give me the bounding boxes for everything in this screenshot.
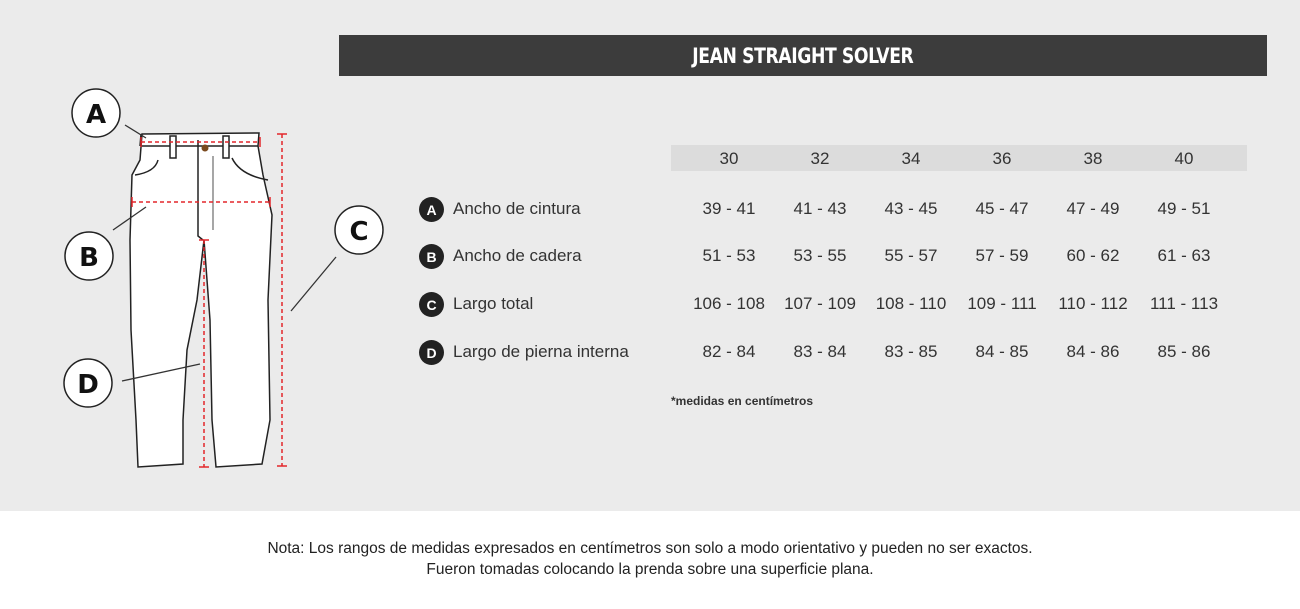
table-cell: 82 - 84 <box>702 342 756 361</box>
table-cell: 49 - 51 <box>1157 199 1211 218</box>
diagram-letter-d: D <box>77 370 99 400</box>
table-cell: 109 - 111 <box>967 294 1037 313</box>
size-header-32: 32 <box>810 149 830 168</box>
table-cell: 53 - 55 <box>793 246 847 265</box>
table-cell: 60 - 62 <box>1066 246 1120 265</box>
row-label: Ancho de cadera <box>453 246 582 265</box>
row-label: Largo de pierna interna <box>453 342 629 361</box>
row-letter-badge: D <box>419 340 444 365</box>
row-letter-badge: C <box>419 292 444 317</box>
table-cell: 83 - 84 <box>793 342 847 361</box>
table-cell: 84 - 86 <box>1066 342 1120 361</box>
jeans-diagram: A B C D <box>63 88 384 468</box>
letter-a-marker <box>71 88 121 138</box>
table-cell: 84 - 85 <box>975 342 1029 361</box>
units-footnote: *medidas en centímetros <box>671 394 814 408</box>
size-header-band <box>671 145 1247 171</box>
table-cell: 39 - 41 <box>702 199 756 218</box>
table-cell: 51 - 53 <box>702 246 756 265</box>
size-header-34: 34 <box>901 149 921 168</box>
table-cell: 110 - 112 <box>1058 294 1128 313</box>
diagram-letter-c: C <box>349 217 368 247</box>
table-cell: 107 - 109 <box>784 294 856 313</box>
row-label: Largo total <box>453 294 534 313</box>
table-cell: 106 - 108 <box>693 294 765 313</box>
diagram-letter-a: A <box>86 100 106 130</box>
table-cell: 111 - 113 <box>1149 294 1219 313</box>
page-title: JEAN STRAIGHT SOLVER <box>339 35 1267 76</box>
table-cell: 47 - 49 <box>1066 199 1120 218</box>
table-cell: 85 - 86 <box>1157 342 1211 361</box>
note-line-2: Fueron tomadas colocando la prenda sobre… <box>426 561 874 578</box>
letter-b-marker <box>64 231 114 281</box>
letter-c-marker <box>334 205 384 255</box>
row-letter-badge: B <box>419 244 444 269</box>
table-cell: 41 - 43 <box>793 199 847 218</box>
diagram-letter-b: B <box>79 243 99 273</box>
table-cell: 43 - 45 <box>884 199 938 218</box>
table-cell: 45 - 47 <box>975 199 1029 218</box>
table-cell: 55 - 57 <box>884 246 938 265</box>
note-line-1: Nota: Los rangos de medidas expresados e… <box>267 540 1033 557</box>
size-header-38: 38 <box>1083 149 1103 168</box>
table-cell: 61 - 63 <box>1157 246 1211 265</box>
letter-d-marker <box>63 358 113 408</box>
size-header-30: 30 <box>719 149 739 168</box>
table-cell: 83 - 85 <box>884 342 938 361</box>
size-header-40: 40 <box>1174 149 1194 168</box>
title-text: JEAN STRAIGHT SOLVER <box>692 43 914 68</box>
table-cell: 108 - 110 <box>875 294 947 313</box>
size-header-36: 36 <box>992 149 1012 168</box>
row-letter-badge: A <box>419 197 444 222</box>
table-cell: 57 - 59 <box>975 246 1029 265</box>
row-label: Ancho de cintura <box>453 199 581 218</box>
